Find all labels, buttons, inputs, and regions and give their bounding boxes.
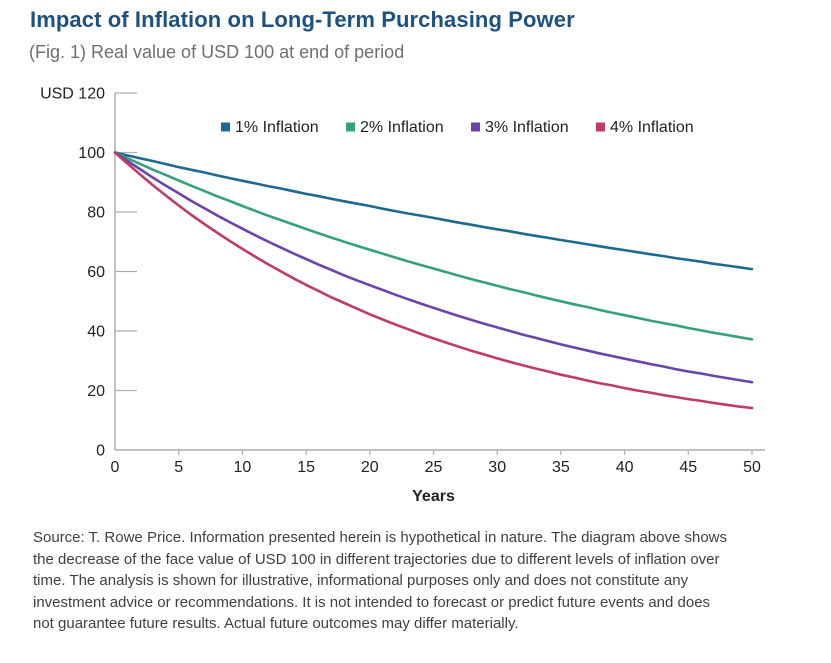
- x-tick-label: 0: [111, 459, 120, 476]
- legend-swatch-icon: [471, 122, 480, 132]
- y-tick-label: 100: [78, 145, 105, 162]
- x-tick-label: 50: [743, 459, 761, 476]
- x-tick-label: 30: [488, 459, 506, 476]
- x-tick-label: 25: [425, 459, 443, 476]
- y-tick-label: 60: [87, 264, 105, 281]
- y-tick-label: 0: [96, 443, 105, 460]
- chart-subtitle: (Fig. 1) Real value of USD 100 at end of…: [29, 42, 405, 62]
- source-note: Source: T. Rowe Price. Information prese…: [33, 527, 823, 635]
- y-tick-label: 80: [87, 205, 105, 222]
- x-tick-label: 40: [616, 459, 634, 476]
- legend-label: 2% Inflation: [360, 119, 444, 136]
- x-tick-label: 45: [679, 459, 697, 476]
- chart-legend: 1% Inflation 2% Inflation 3% Inflation 4% I…: [221, 119, 694, 136]
- x-tick-label: 10: [234, 459, 252, 476]
- legend-label: 4% Inflation: [610, 119, 694, 136]
- legend-item: 4% Inflation: [596, 119, 694, 136]
- series-line-4pct: [113, 151, 754, 410]
- legend-swatch-icon: [596, 122, 605, 132]
- x-axis-ticks: 0 5 10 15 20 25 30 35 40 45 50: [111, 450, 761, 476]
- x-tick-label: 15: [297, 459, 315, 476]
- chart-title: Impact of Inflation on Long-Term Purchas…: [30, 7, 575, 32]
- source-line: Source: T. Rowe Price. Information prese…: [33, 529, 727, 546]
- source-line: investment advice or recommendations. It…: [33, 593, 711, 611]
- series-line-1pct: [113, 151, 754, 271]
- y-tick-label: 20: [87, 383, 105, 400]
- legend-item: 3% Inflation: [471, 119, 569, 136]
- series-line-3pct: [113, 151, 754, 384]
- y-tick-label: USD 120: [40, 86, 105, 103]
- legend-label: 1% Inflation: [235, 119, 319, 136]
- source-line: time. The analysis is shown for illustra…: [33, 572, 689, 589]
- x-tick-label: 20: [361, 459, 379, 476]
- y-tick-label: 40: [87, 324, 105, 341]
- legend-item: 2% Inflation: [346, 119, 444, 136]
- series-line-2pct: [113, 151, 754, 341]
- x-axis-title: Years: [412, 488, 455, 505]
- x-tick-label: 35: [552, 459, 570, 476]
- source-line: the decrease of the face value of USD 10…: [33, 550, 720, 568]
- legend-item: 1% Inflation: [221, 119, 319, 136]
- y-axis-ticks: 0 20 40 60 80 100 USD 120: [40, 86, 137, 460]
- inflation-line-chart: 0 20 40 60 80 100 USD 120 0 5 10 15 20 25 30 35 40 45 50 Y…: [40, 86, 765, 505]
- legend-swatch-icon: [221, 122, 230, 132]
- source-line: not guarantee future results. Actual fut…: [33, 615, 519, 632]
- legend-label: 3% Inflation: [485, 119, 569, 136]
- series-lines: [113, 151, 754, 410]
- x-tick-label: 5: [174, 459, 183, 476]
- legend-swatch-icon: [346, 122, 355, 132]
